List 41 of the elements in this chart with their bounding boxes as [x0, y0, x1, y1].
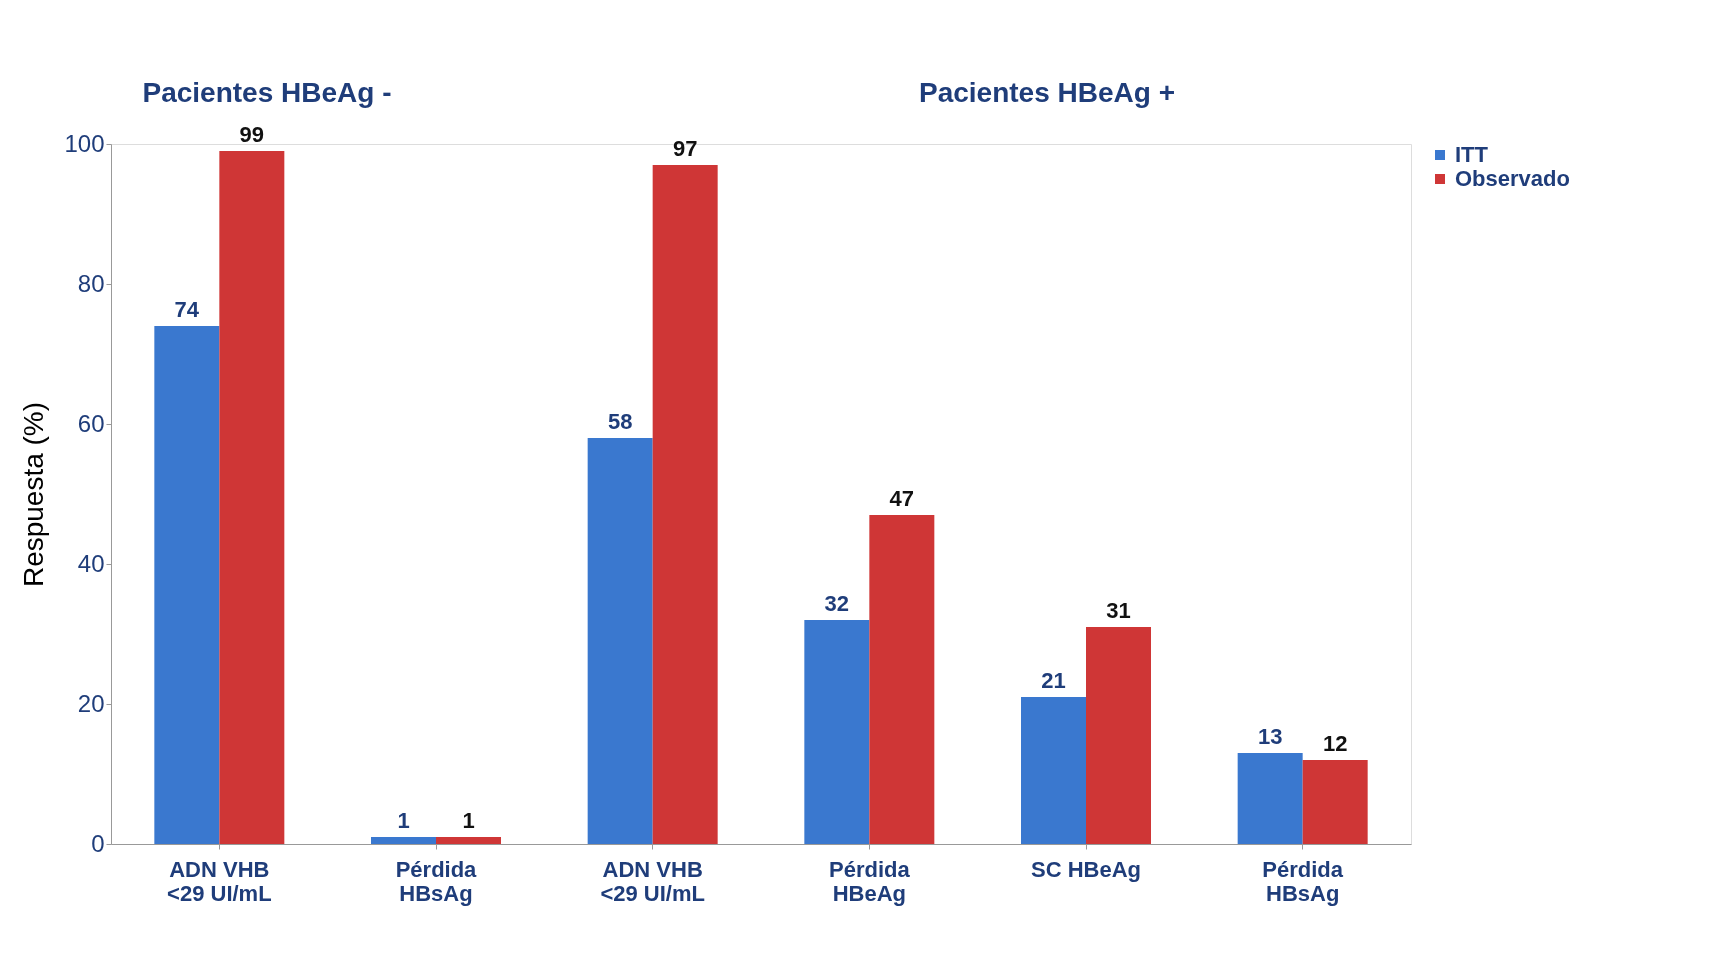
- data-label: 12: [1322, 731, 1348, 756]
- text: Pacientes HBeAg -: [142, 77, 392, 108]
- data-label: 74: [174, 297, 200, 322]
- bar: [587, 438, 653, 844]
- bar: [371, 837, 436, 844]
- data-label: 47: [889, 486, 915, 511]
- legend-label: Observado: [1455, 166, 1570, 191]
- data-label: 21: [1041, 668, 1066, 693]
- y-tick-label: 80: [77, 269, 105, 297]
- bar: [1302, 760, 1368, 844]
- text: Pacientes HBeAg +: [919, 77, 1175, 108]
- bar: [869, 515, 935, 844]
- data-label: 97: [672, 136, 698, 161]
- data-label: 99: [239, 122, 265, 147]
- bar: [1021, 697, 1086, 844]
- bar: [219, 151, 285, 844]
- y-tick-label: 20: [77, 689, 105, 717]
- x-tick-label: Pérdida HBsAg: [1262, 856, 1344, 906]
- data-label: 1: [462, 808, 475, 833]
- bar: [804, 620, 870, 844]
- data-label: 58: [607, 409, 633, 434]
- bar: [436, 837, 501, 844]
- y-tick-label: 60: [77, 409, 105, 437]
- y-tick-label: 0: [91, 829, 105, 857]
- data-label: 13: [1257, 724, 1283, 749]
- x-tick-label: SC HBeAg: [1030, 856, 1142, 882]
- bar: [1237, 753, 1303, 844]
- data-label: 32: [824, 591, 850, 616]
- y-tick-label: 100: [64, 129, 105, 157]
- y-tick-label: 40: [77, 549, 105, 577]
- x-tick-label: ADN VHB <29 UI/mL: [167, 856, 272, 906]
- bar: [154, 326, 220, 844]
- data-label: 31: [1106, 598, 1131, 623]
- y-axis-title: Respuesta (%): [18, 401, 50, 588]
- x-tick-label: ADN VHB <29 UI/mL: [600, 856, 705, 906]
- x-tick-label: Pérdida HBsAg: [395, 856, 478, 906]
- data-label: 1: [397, 808, 410, 833]
- bar: [652, 165, 718, 844]
- legend-label: ITT: [1455, 142, 1489, 167]
- x-tick-label: Pérdida HBeAg: [828, 856, 911, 906]
- bar: [1086, 627, 1151, 844]
